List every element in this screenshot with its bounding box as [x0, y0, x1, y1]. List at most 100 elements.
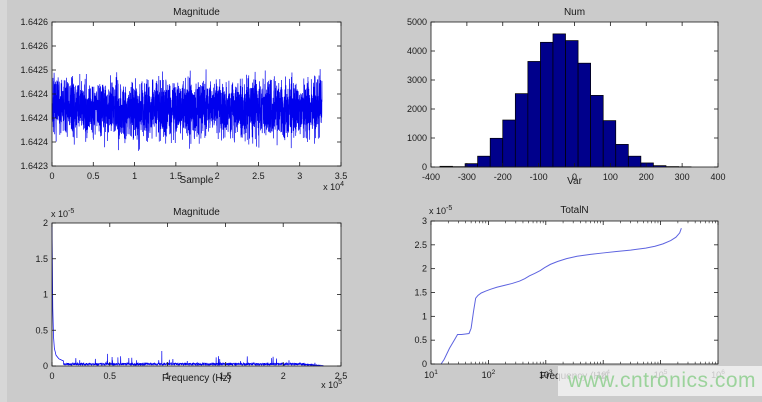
x-tick-label: 300 — [675, 172, 690, 182]
x-tick-label: 1 — [132, 171, 137, 181]
x-tick-label: 2.5 — [335, 371, 348, 381]
histogram-bar — [540, 41, 554, 168]
x-axis-exponent-label: x 104 — [298, 181, 344, 192]
tick-labels: -400 -300 -200 -100 0 100 200 300 40001000200030… — [407, 17, 726, 182]
x-tick-label: 0 — [572, 172, 577, 182]
histogram-bar — [590, 95, 604, 168]
x-tick-label: 200 — [639, 172, 654, 182]
tick-labels: 0 0.5 1 1.5 2 2.5 0 0.5 1 1.5 2 — [35, 218, 347, 381]
plot-signal: 0 0.5 1 1.5 2 2.5 3 3.5 1.6423 1.6424 1.6424 1.6424… — [20, 17, 347, 181]
plot-title: Magnitude — [173, 207, 220, 218]
axes-background — [431, 221, 718, 364]
plot-title: Num — [563, 7, 586, 18]
histogram-bar — [602, 120, 617, 168]
x-tick-label: 1 — [165, 371, 170, 381]
x-tick-label: 400 — [710, 172, 725, 182]
plot-title: TotalN — [560, 205, 589, 216]
y-tick-label: 1 — [43, 290, 48, 300]
histogram-bar — [477, 155, 491, 168]
watermark-text: www.cntronics.com — [557, 366, 762, 396]
y-axis-exponent-label: x 10-5 — [51, 208, 74, 219]
x-tick-label: 0 — [49, 371, 54, 381]
y-tick-label: 2000 — [407, 104, 427, 114]
y-tick-label: 4000 — [407, 46, 427, 56]
tick-labels: 0 0.5 1 1.5 2 2.5 3 3.5 1.6423 1.6424 1.6424 1.6424… — [20, 17, 347, 181]
y-tick-label: 1000 — [407, 133, 427, 143]
x-tick-label: 100 — [603, 172, 618, 182]
y-tick-label: 3000 — [407, 75, 427, 85]
y-axis-exponent-label: x 10-5 — [429, 205, 452, 216]
x-axis-exponent-label: x 105 — [296, 379, 342, 390]
x-tick-label: 102 — [482, 369, 496, 380]
x-tick-label: 101 — [424, 369, 438, 380]
x-tick-label: 0.5 — [87, 171, 100, 181]
x-tick-label: 2 — [281, 371, 286, 381]
y-tick-label: 0.5 — [414, 335, 427, 345]
histogram-bar — [577, 62, 591, 168]
y-tick-label: 3 — [422, 216, 427, 226]
y-tick-label: 0.5 — [35, 325, 48, 335]
y-tick-label: 1.6425 — [20, 65, 48, 75]
y-tick-label: 5000 — [407, 17, 427, 27]
x-axis-label: Var — [567, 176, 582, 187]
y-tick-label: 1 — [422, 311, 427, 321]
x-tick-label: 1.5 — [219, 371, 232, 381]
plot-data — [439, 33, 692, 168]
histogram-bar — [640, 162, 654, 168]
y-tick-label: 0 — [43, 361, 48, 371]
x-tick-label: 2.5 — [252, 171, 265, 181]
y-tick-label: 2 — [43, 218, 48, 228]
exponent-prefix: x 10 — [51, 209, 69, 219]
x-tick-label: 0.5 — [104, 371, 117, 381]
histogram-bar — [627, 155, 642, 168]
y-tick-label: 1.6423 — [20, 161, 48, 171]
histogram-bar — [502, 119, 516, 168]
x-tick-label: 3 — [297, 171, 302, 181]
histogram-bar — [615, 144, 629, 168]
x-tick-label: 1.5 — [170, 171, 183, 181]
x-axis-label: Sample — [179, 175, 214, 186]
exponent-value: -5 — [68, 208, 75, 215]
exponent-prefix: x 10 — [429, 206, 447, 216]
y-tick-label: 1.6424 — [20, 89, 48, 99]
x-axis-label: Frequency (Hz) — [162, 373, 231, 384]
x-tick-label: 0 — [49, 171, 54, 181]
histogram-bar — [514, 93, 529, 168]
y-tick-label: 1.6424 — [20, 137, 48, 147]
axes — [51, 222, 342, 367]
axes — [430, 220, 719, 365]
plot-data — [440, 227, 682, 365]
plot-histogram: -400 -300 -200 -100 0 100 200 300 40001000200030… — [407, 17, 726, 182]
y-tick-label: 1.5 — [35, 254, 48, 264]
plot-cumulative-noise: 10110210310410510600.511.522.53 — [414, 216, 725, 380]
y-tick-label: 1.6426 — [20, 41, 48, 51]
histogram-bar — [552, 33, 566, 168]
x-tick-label: -200 — [494, 172, 512, 182]
axes-background — [52, 223, 341, 366]
y-tick-label: 0 — [422, 359, 427, 369]
exponent-value: 4 — [340, 181, 344, 188]
plot-data — [51, 69, 323, 151]
y-tick-label: 1.6424 — [20, 113, 48, 123]
exponent-value: 5 — [338, 379, 342, 386]
y-tick-label: 1.6426 — [20, 17, 48, 27]
x-tick-label: -100 — [530, 172, 548, 182]
exponent-prefix: x 10 — [323, 182, 341, 192]
y-tick-label: 2.5 — [414, 240, 427, 250]
histogram-bar — [489, 137, 504, 168]
x-tick-label: 2 — [215, 171, 220, 181]
plot-spectrum: 0 0.5 1 1.5 2 2.5 0 0.5 1 1.5 2 — [35, 218, 347, 381]
figure-edge-highlight — [0, 0, 7, 402]
x-tick-label: 3.5 — [335, 171, 348, 181]
x-tick-label: -400 — [422, 172, 440, 182]
x-tick-label: -300 — [458, 172, 476, 182]
y-tick-label: 1.5 — [414, 288, 427, 298]
y-tick-label: 2 — [422, 264, 427, 274]
axes — [51, 21, 342, 167]
histogram-bar — [565, 40, 579, 168]
y-tick-label: 0 — [422, 162, 427, 172]
exponent-value: -5 — [446, 205, 453, 212]
plot-title: Magnitude — [173, 7, 220, 18]
histogram-bar — [527, 61, 541, 168]
exponent-prefix: x 10 — [321, 380, 339, 390]
